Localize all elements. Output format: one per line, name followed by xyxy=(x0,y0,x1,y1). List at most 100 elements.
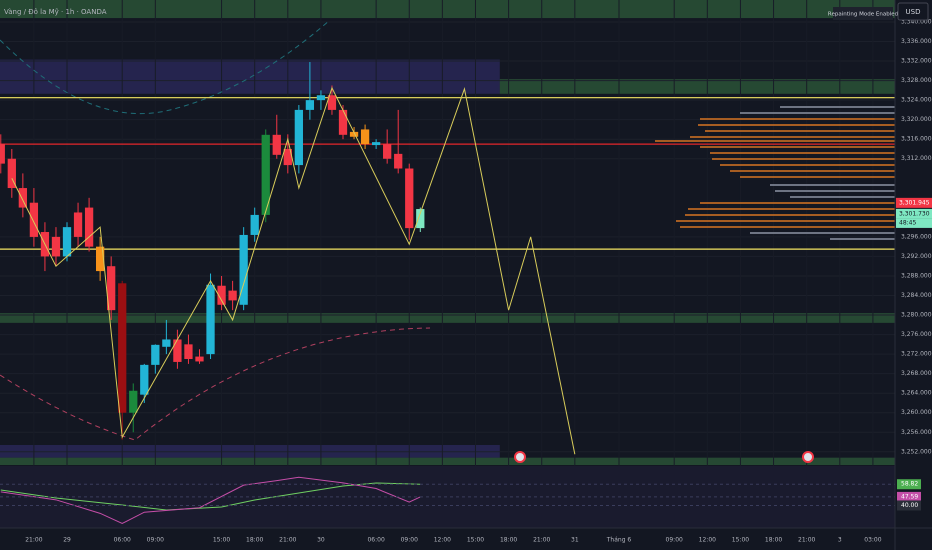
envelope-curve xyxy=(0,19,331,115)
y-tick-label: 3,336.000 xyxy=(901,38,932,45)
y-tick-label: 3,332.000 xyxy=(901,58,932,65)
candle-body xyxy=(95,246,105,272)
x-tick-label: 29 xyxy=(63,537,71,544)
profile-bar xyxy=(790,196,895,198)
profile-bar xyxy=(700,146,895,148)
y-tick-label: 3,328.000 xyxy=(901,77,932,84)
candle-body xyxy=(107,266,116,311)
x-tick-label: 21:00 xyxy=(25,537,42,544)
profile-bar xyxy=(775,190,895,192)
countdown-box xyxy=(896,218,932,228)
profile-bar xyxy=(685,214,895,216)
y-tick-label: 3,292.000 xyxy=(901,253,932,260)
zone xyxy=(0,313,895,323)
candle-body xyxy=(228,290,237,301)
profile-bar xyxy=(655,140,895,142)
profile-bar xyxy=(712,158,895,160)
x-tick-label: 21:00 xyxy=(279,537,296,544)
price-tag xyxy=(896,208,932,219)
zones xyxy=(0,0,895,465)
price-tag-label: 3,301.945 xyxy=(899,199,930,206)
levels xyxy=(0,97,895,250)
candle-body xyxy=(250,214,259,235)
zone xyxy=(0,457,895,465)
x-tick-label: Tháng 6 xyxy=(606,537,632,544)
zone xyxy=(0,59,500,94)
y-tick-label: 3,260.000 xyxy=(901,409,932,416)
indicator xyxy=(0,476,895,525)
profile-bar xyxy=(750,232,895,234)
event-icon[interactable] xyxy=(802,451,814,463)
candle-body xyxy=(338,109,348,135)
x-tick-label: 09:00 xyxy=(401,537,418,544)
candle-body xyxy=(206,284,215,355)
event-icon[interactable] xyxy=(514,451,526,463)
axes: 3,252.000 3,256.000 3,260.000 3,264.000 3,26… xyxy=(25,18,932,544)
zone xyxy=(499,79,895,94)
y-tick-label: 3,276.000 xyxy=(901,331,932,338)
candle-body xyxy=(184,344,193,360)
x-tick-label: 3 xyxy=(838,537,842,544)
candle-body xyxy=(151,344,160,365)
profile-bar xyxy=(700,202,895,204)
currency[interactable]: USD xyxy=(906,8,921,16)
candle-body xyxy=(217,285,226,305)
indicator-tag-label: 58.82 xyxy=(901,481,918,488)
y-tick-label: 3,340.000 xyxy=(901,18,932,25)
zigzag xyxy=(11,86,576,455)
candle-body xyxy=(239,234,248,305)
profile-bar xyxy=(720,164,895,166)
volume-profile xyxy=(655,106,895,240)
x-tick-label: 18:00 xyxy=(246,537,263,544)
profile-bar xyxy=(740,112,895,114)
candle-body xyxy=(140,364,149,395)
y-tick-label: 3,316.000 xyxy=(901,136,932,143)
x-tick-label: 06:00 xyxy=(367,537,384,544)
y-tick-label: 3,264.000 xyxy=(901,390,932,397)
y-tick-label: 3,284.000 xyxy=(901,292,932,299)
y-tick-label: 3,252.000 xyxy=(901,448,932,455)
candle-body xyxy=(294,109,303,166)
candle-body xyxy=(383,144,392,159)
zigzag-line xyxy=(11,86,576,455)
currency-box[interactable] xyxy=(897,2,929,21)
candle-body xyxy=(349,131,359,137)
candle-body xyxy=(18,188,27,208)
profile-bar xyxy=(680,226,895,228)
y-tick-label: 3,324.000 xyxy=(901,97,932,104)
x-tick-label: 12:00 xyxy=(699,537,716,544)
candle-body xyxy=(51,236,61,257)
x-tick-label: 15:00 xyxy=(467,537,484,544)
candle-body xyxy=(371,142,381,146)
profile-bar xyxy=(705,130,895,132)
symbol-title: Vàng / Đô la Mỹ · 1h · OANDA xyxy=(4,8,107,16)
x-tick-label: 09:00 xyxy=(147,537,164,544)
x-tick-label: 12:00 xyxy=(434,537,451,544)
y-tick-label: 3,320.000 xyxy=(901,116,932,123)
profile-bar xyxy=(730,170,895,172)
candle-body xyxy=(62,227,72,257)
x-tick-label: 18:00 xyxy=(500,537,517,544)
countdown: 48:45 xyxy=(899,219,916,226)
candle-body xyxy=(195,356,204,362)
candle-body xyxy=(327,95,337,110)
candle-body xyxy=(283,148,292,166)
profile-bar xyxy=(700,118,895,120)
x-tick-label: 21:00 xyxy=(798,537,815,544)
candle-body xyxy=(272,134,281,155)
indicator-tag xyxy=(897,479,921,490)
price-tag xyxy=(896,197,932,208)
x-tick-label: 30 xyxy=(317,537,325,544)
profile-bar xyxy=(710,152,895,154)
indicator-tag-label: 40.00 xyxy=(901,502,918,509)
profile-bar xyxy=(676,220,895,222)
price-tag-label: 3,301.730 xyxy=(899,210,930,217)
profile-bar xyxy=(698,124,895,126)
envelope-curve xyxy=(0,327,431,441)
x-tick-label: 03:00 xyxy=(864,537,881,544)
candle-body xyxy=(129,390,138,413)
x-tick-label: 06:00 xyxy=(114,537,131,544)
indicator-tag xyxy=(897,500,921,511)
indicator-tag-label: 47.59 xyxy=(901,493,918,500)
